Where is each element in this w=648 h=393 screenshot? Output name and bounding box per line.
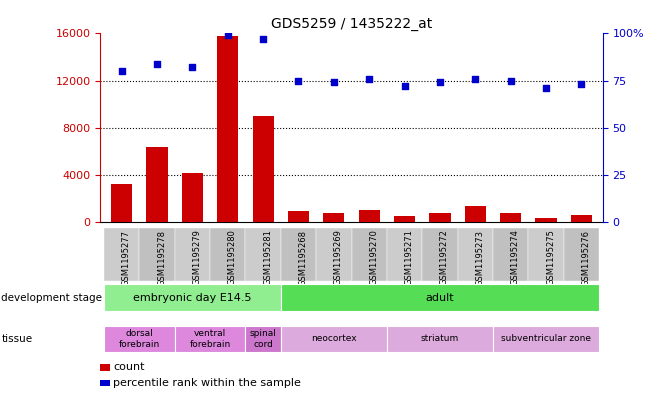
Text: GSM1195271: GSM1195271 bbox=[404, 230, 413, 285]
Bar bbox=[394, 216, 415, 222]
Title: GDS5259 / 1435222_at: GDS5259 / 1435222_at bbox=[271, 17, 432, 31]
Bar bbox=[175, 326, 246, 352]
Point bbox=[187, 64, 198, 70]
Point bbox=[541, 85, 551, 91]
Text: spinal
cord: spinal cord bbox=[249, 329, 277, 349]
Text: GSM1195277: GSM1195277 bbox=[122, 230, 131, 286]
Bar bbox=[493, 326, 599, 352]
Bar bbox=[571, 215, 592, 222]
Point bbox=[258, 36, 268, 42]
Bar bbox=[246, 326, 281, 352]
Text: ventral
forebrain: ventral forebrain bbox=[189, 329, 231, 349]
Text: embryonic day E14.5: embryonic day E14.5 bbox=[133, 293, 251, 303]
Text: GSM1195276: GSM1195276 bbox=[581, 230, 590, 286]
Point bbox=[505, 77, 516, 84]
Bar bbox=[104, 285, 281, 311]
Bar bbox=[281, 285, 599, 311]
Bar bbox=[528, 228, 564, 281]
Point bbox=[435, 79, 445, 86]
Point bbox=[470, 75, 481, 82]
Text: GSM1195278: GSM1195278 bbox=[157, 230, 166, 286]
Bar bbox=[457, 228, 493, 281]
Bar bbox=[323, 213, 345, 222]
Text: striatum: striatum bbox=[421, 334, 459, 343]
Point bbox=[222, 32, 233, 39]
Bar bbox=[281, 326, 387, 352]
Bar bbox=[104, 228, 139, 281]
Text: GSM1195272: GSM1195272 bbox=[440, 230, 449, 285]
Bar bbox=[253, 116, 273, 222]
Bar bbox=[217, 36, 238, 222]
Bar bbox=[387, 228, 422, 281]
Bar bbox=[281, 228, 316, 281]
Point bbox=[117, 68, 127, 74]
Text: GSM1195273: GSM1195273 bbox=[476, 230, 484, 286]
Point bbox=[329, 79, 339, 86]
Text: GSM1195270: GSM1195270 bbox=[369, 230, 378, 285]
Text: tissue: tissue bbox=[1, 334, 32, 344]
Bar bbox=[500, 213, 521, 222]
Text: GSM1195280: GSM1195280 bbox=[227, 230, 237, 285]
Text: GSM1195279: GSM1195279 bbox=[192, 230, 202, 285]
Text: GSM1195281: GSM1195281 bbox=[263, 230, 272, 285]
Point bbox=[364, 75, 375, 82]
Bar bbox=[210, 228, 246, 281]
Bar bbox=[535, 218, 557, 222]
Bar bbox=[465, 206, 486, 222]
Bar bbox=[387, 326, 493, 352]
Bar bbox=[182, 173, 203, 222]
Text: percentile rank within the sample: percentile rank within the sample bbox=[113, 378, 301, 388]
Point bbox=[152, 61, 162, 67]
Text: dorsal
forebrain: dorsal forebrain bbox=[119, 329, 160, 349]
Bar bbox=[422, 228, 457, 281]
Bar bbox=[111, 184, 132, 222]
Text: GSM1195275: GSM1195275 bbox=[546, 230, 555, 285]
Bar bbox=[175, 228, 210, 281]
Bar bbox=[246, 228, 281, 281]
Text: GSM1195269: GSM1195269 bbox=[334, 230, 343, 285]
Bar bbox=[564, 228, 599, 281]
Point bbox=[399, 83, 410, 89]
Text: GSM1195268: GSM1195268 bbox=[299, 230, 308, 286]
Bar bbox=[316, 228, 351, 281]
Text: count: count bbox=[113, 362, 145, 373]
Bar bbox=[139, 228, 175, 281]
Bar bbox=[493, 228, 528, 281]
Text: subventricular zone: subventricular zone bbox=[501, 334, 591, 343]
Bar bbox=[351, 228, 387, 281]
Point bbox=[294, 77, 304, 84]
Text: GSM1195274: GSM1195274 bbox=[511, 230, 520, 285]
Bar bbox=[146, 147, 168, 222]
Text: development stage: development stage bbox=[1, 293, 102, 303]
Bar bbox=[288, 211, 309, 222]
Bar bbox=[358, 210, 380, 222]
Bar bbox=[104, 326, 175, 352]
Text: adult: adult bbox=[426, 293, 454, 303]
Text: neocortex: neocortex bbox=[311, 334, 356, 343]
Point bbox=[576, 81, 586, 88]
Bar bbox=[430, 213, 450, 222]
